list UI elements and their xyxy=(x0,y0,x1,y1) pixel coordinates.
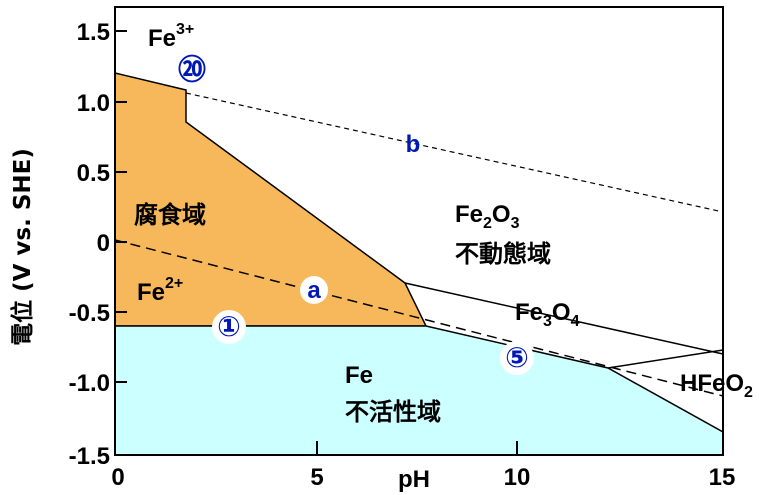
region-label-corrosion: 腐食域 xyxy=(134,201,206,229)
region-label-passive: 不動態域 xyxy=(455,240,551,268)
y-tick-label-0.5: 0.5 xyxy=(77,160,110,187)
line-b xyxy=(185,92,724,213)
region-label-immunity: 不活性域 xyxy=(345,398,441,426)
x-tick-label-0: 0 xyxy=(111,464,124,491)
y-tick-label-neg1.0: -1.0 xyxy=(69,370,110,397)
y-ticks xyxy=(115,30,127,383)
x-tick-label-5: 5 xyxy=(310,464,323,491)
marker-20-bg xyxy=(175,53,209,87)
immunity-region xyxy=(114,325,724,456)
x-tick-label-10: 10 xyxy=(504,464,531,491)
label-fe: Fe xyxy=(345,362,373,389)
y-tick-label-1.5: 1.5 xyxy=(77,19,110,46)
marker-5-bg xyxy=(500,341,534,375)
line-b-label: b xyxy=(406,131,421,158)
label-hfeo2: HFeO2 xyxy=(680,370,753,401)
fe-hfeo2-boundary xyxy=(607,349,724,369)
x-axis-label: pH xyxy=(398,466,430,493)
plot-frame xyxy=(114,6,724,456)
label-fe3plus: Fe3+ xyxy=(148,21,194,52)
x-ticks xyxy=(316,441,518,455)
marker-20: ⑳ xyxy=(178,53,206,86)
fe3o4-fe2o3-boundary xyxy=(404,282,724,355)
line-a-label-bg xyxy=(300,276,328,304)
y-tick-label-0: 0 xyxy=(97,230,110,257)
line-a xyxy=(114,239,724,397)
y-tick-label-neg0.5: -0.5 xyxy=(69,300,110,327)
x-tick-label-15: 15 xyxy=(709,464,736,491)
label-fe2o3: Fe2O3 xyxy=(455,201,520,232)
label-fe2plus: Fe2+ xyxy=(137,275,183,306)
marker-1-bg xyxy=(212,310,246,344)
y-axis-label: 電位 (V vs. SHE) xyxy=(9,148,36,346)
line-a-label: a xyxy=(307,277,321,304)
y-tick-label-neg1.5: -1.5 xyxy=(69,443,110,470)
marker-1: ① xyxy=(217,310,241,343)
label-fe3o4: Fe3O4 xyxy=(515,299,580,330)
marker-5: ⑤ xyxy=(505,341,529,374)
y-tick-label-1.0: 1.0 xyxy=(77,90,110,117)
